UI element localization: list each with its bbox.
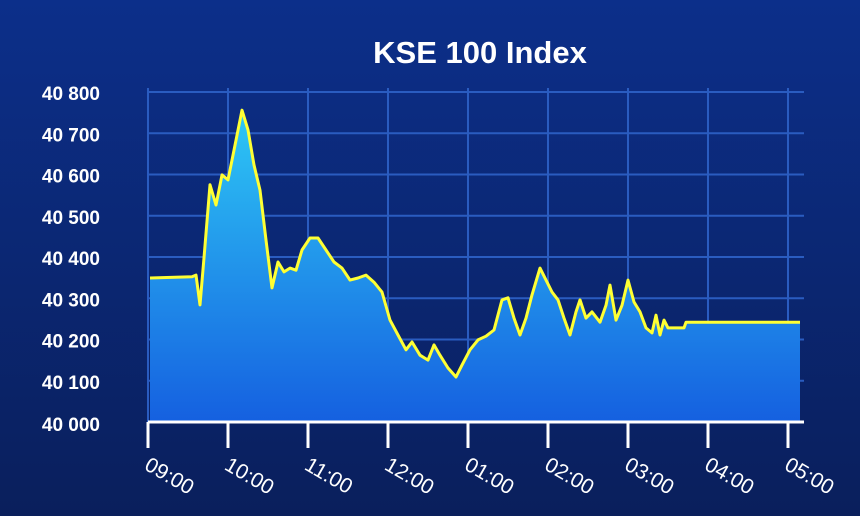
- y-tick-label: 40 700: [42, 125, 100, 146]
- chart-title: KSE 100 Index: [373, 35, 587, 70]
- y-tick-label: 40 000: [42, 415, 100, 436]
- y-tick-label: 40 200: [42, 332, 100, 353]
- y-tick-label: 40 500: [42, 208, 100, 229]
- y-tick-label: 40 600: [42, 167, 100, 188]
- line: [149, 108, 800, 379]
- y-tick-label: 40 400: [42, 249, 100, 270]
- y-tick-label: 40 100: [42, 373, 100, 394]
- y-tick-label: 40 300: [42, 290, 100, 311]
- y-tick-label: 40 800: [42, 84, 100, 105]
- area-fill: [150, 110, 800, 422]
